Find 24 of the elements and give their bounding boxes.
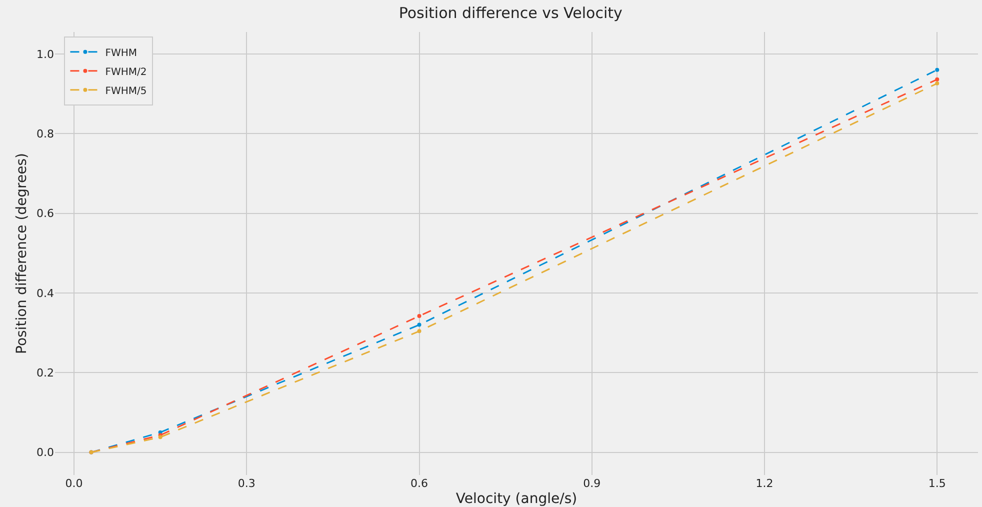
y-tick-label: 0.6: [36, 207, 54, 220]
point: [417, 329, 422, 334]
y-tick-label: 0.4: [36, 286, 54, 300]
legend-label: FWHM: [105, 48, 138, 59]
point: [935, 77, 940, 82]
point: [935, 68, 940, 72]
y-tick-label: 0.8: [36, 127, 54, 140]
x-axis-title: Velocity (angle/s): [456, 491, 578, 507]
y-tick-label: 0.0: [36, 446, 54, 460]
y-axis-title: Position difference (degrees): [14, 153, 30, 354]
point: [417, 314, 422, 318]
chart-title: Position difference vs Velocity: [398, 4, 623, 22]
point: [935, 81, 940, 86]
legend-label: FWHM/5: [105, 86, 147, 97]
y-tick-label: 1.0: [36, 48, 54, 61]
x-tick-label: 0.3: [238, 477, 256, 490]
point: [417, 322, 422, 327]
x-tick-label: 0.6: [410, 477, 428, 490]
x-tick-label: 1.5: [928, 477, 946, 490]
x-tick-label: 1.2: [756, 477, 774, 490]
x-tick-label: 0.9: [583, 477, 601, 490]
x-tick-label: 0.0: [65, 477, 83, 490]
legend-label: FWHM/2: [105, 66, 147, 78]
y-tick-label: 0.2: [36, 366, 54, 380]
